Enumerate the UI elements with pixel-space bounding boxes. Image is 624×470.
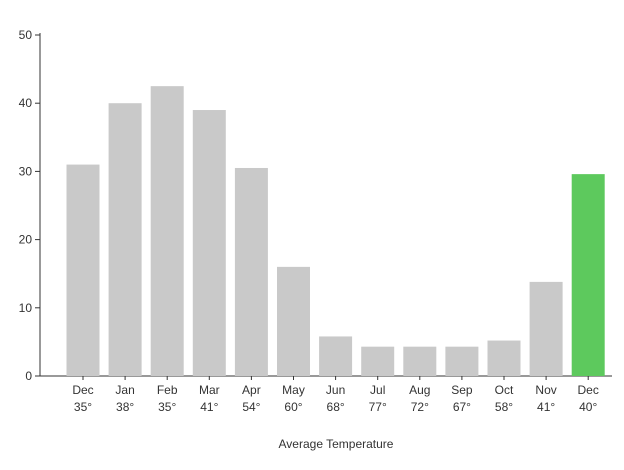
x-tick-label-month: Oct bbox=[495, 383, 514, 397]
x-tick-label-month: Jan bbox=[115, 383, 134, 397]
bar bbox=[108, 103, 142, 376]
highlighted-bar bbox=[571, 174, 605, 376]
x-tick-label-temperature: 38° bbox=[116, 400, 134, 414]
bar bbox=[445, 346, 479, 376]
y-tick-label: 20 bbox=[19, 233, 33, 247]
x-tick-label-month: Nov bbox=[535, 383, 556, 397]
bar bbox=[66, 164, 100, 376]
x-tick-label-month: Aug bbox=[409, 383, 430, 397]
bar bbox=[234, 167, 268, 376]
chart-bars bbox=[66, 86, 605, 377]
bar bbox=[150, 86, 184, 377]
x-tick-label-temperature: 58° bbox=[495, 400, 513, 414]
bar bbox=[277, 266, 310, 376]
y-tick-label: 10 bbox=[19, 301, 33, 315]
y-tick-label: 40 bbox=[19, 96, 33, 110]
x-tick-label-month: Apr bbox=[242, 383, 261, 397]
x-tick-label-month: Feb bbox=[157, 383, 178, 397]
x-tick-label-temperature: 54° bbox=[242, 400, 260, 414]
bar bbox=[403, 346, 437, 376]
x-tick-label-temperature: 77° bbox=[369, 400, 387, 414]
y-tick-label: 30 bbox=[19, 164, 33, 178]
chart-labels: Dec 35° Jan 38° Feb 35° Mar 41° Apr 54° May 60° Jun 6… bbox=[72, 383, 599, 414]
x-tick-label-month: Jul bbox=[370, 383, 385, 397]
x-axis-title: Average Temperature bbox=[279, 437, 394, 451]
x-tick-label-month: Dec bbox=[578, 383, 599, 397]
x-tick-label-month: May bbox=[282, 383, 305, 397]
y-tick-label: 0 bbox=[25, 369, 32, 383]
x-tick-label-month: Sep bbox=[451, 383, 473, 397]
bar bbox=[192, 110, 226, 377]
chart-axes: 0 10 20 30 40 50 bbox=[19, 28, 612, 383]
x-tick-label-temperature: 41° bbox=[537, 400, 555, 414]
x-tick-label-temperature: 67° bbox=[453, 400, 471, 414]
x-tick-label-month: Mar bbox=[199, 383, 220, 397]
y-tick-label: 50 bbox=[19, 28, 33, 42]
bar bbox=[529, 281, 563, 376]
x-tick-label-temperature: 72° bbox=[411, 400, 429, 414]
x-tick-label-temperature: 41° bbox=[200, 400, 218, 414]
bar bbox=[361, 346, 395, 376]
x-tick-label-temperature: 35° bbox=[158, 400, 176, 414]
x-tick-label-temperature: 68° bbox=[327, 400, 345, 414]
x-tick-label-temperature: 35° bbox=[74, 400, 92, 414]
x-tick-label-temperature: 60° bbox=[284, 400, 302, 414]
x-tick-label-temperature: 40° bbox=[579, 400, 597, 414]
bar bbox=[487, 340, 521, 376]
x-tick-label-month: Dec bbox=[72, 383, 93, 397]
bar bbox=[319, 336, 353, 376]
x-tick-label-month: Jun bbox=[326, 383, 345, 397]
